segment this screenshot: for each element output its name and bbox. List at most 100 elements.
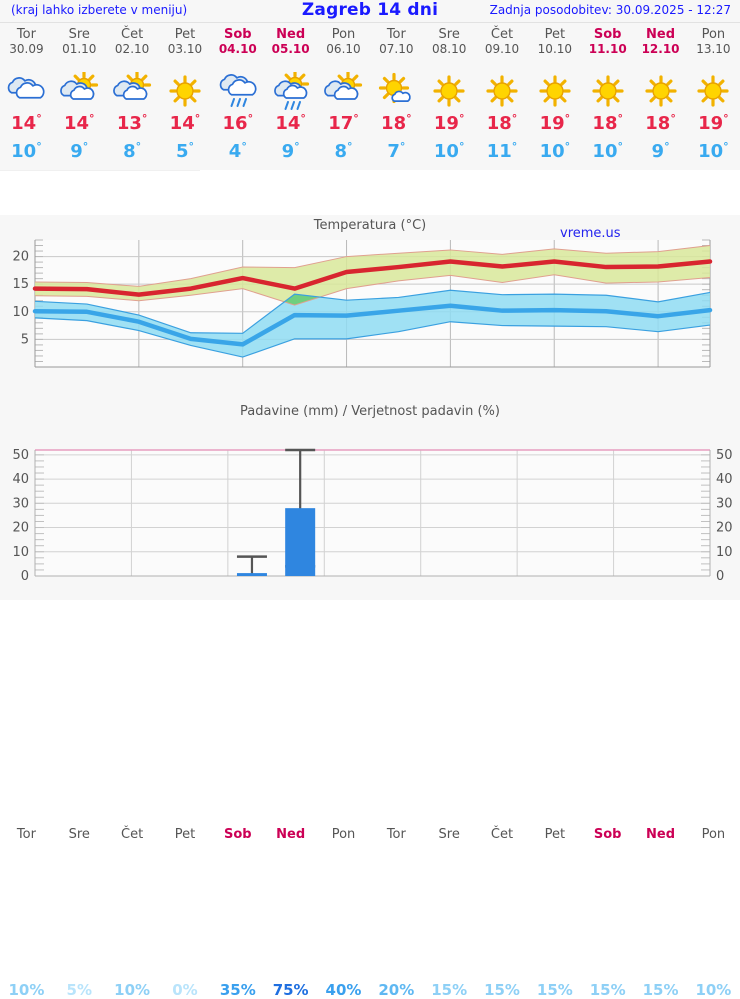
max-temperature-value: 19° (528, 112, 581, 134)
sunny-icon (634, 70, 687, 114)
day-name: Tor (16, 27, 36, 42)
day-header-cell: Pet 03.10 (159, 27, 212, 56)
max-temperature-value: 14° (0, 112, 53, 134)
min-temperature-value: 4° (211, 140, 264, 162)
day-date: 06.10 (326, 42, 361, 56)
max-temperature-row: 14° 14° 13° 14° 16° 14° 17° 18° 19° 18° 19° 18° 18° 1… (0, 112, 740, 134)
sunny-icon (581, 70, 634, 114)
svg-text:30: 30 (716, 496, 733, 511)
max-temperature-value: 19° (423, 112, 476, 134)
precipitation-day-label: Pon (701, 827, 726, 842)
day-header-cell: Tor 07.10 (370, 27, 423, 56)
precipitation-day-label: Tor (16, 827, 36, 842)
panel-gap (0, 170, 740, 215)
min-temperature-value: 9° (634, 140, 687, 162)
min-temperature-value: 7° (370, 140, 423, 162)
precipitation-day-label: Tor (386, 827, 406, 842)
min-temperature-value: 8° (317, 140, 370, 162)
precipitation-probability: 35% (219, 981, 256, 999)
max-temp-number: 19 (698, 113, 724, 134)
day-header-cell: Ned 05.10 (264, 27, 317, 56)
degree-symbol: ° (399, 140, 406, 153)
day-header-cell: Čet 09.10 (476, 27, 529, 56)
day-name: Čet (490, 27, 514, 42)
rain-cloudy-icon (211, 70, 264, 114)
max-temperature-value: 14° (159, 112, 212, 134)
degree-symbol: ° (36, 140, 42, 153)
day-name: Pet (174, 27, 196, 42)
location-hint: (kraj lahko izberete v meniju) (11, 3, 188, 17)
max-temp-number: 14 (63, 113, 90, 134)
sunny-icon (687, 70, 740, 114)
precipitation-probability: 5% (66, 981, 92, 999)
day-header-cell: Pet 10.10 (528, 27, 581, 56)
svg-text:15: 15 (12, 277, 29, 292)
min-temp-number: 10 (539, 141, 565, 162)
day-name: Ned (276, 27, 306, 42)
precipitation-day-label: Čet (121, 827, 144, 842)
max-temperature-value: 18° (581, 112, 634, 134)
max-temp-number: 13 (116, 113, 142, 134)
precipitation-probability: 15% (589, 981, 626, 999)
degree-symbol: ° (723, 140, 729, 153)
day-name: Pet (544, 27, 566, 42)
svg-text:0: 0 (21, 569, 29, 584)
degree-symbol: ° (617, 112, 623, 125)
day-date: 10.10 (537, 42, 573, 56)
svg-text:40: 40 (12, 472, 29, 487)
day-name: Tor (386, 27, 406, 42)
day-date: 08.10 (431, 42, 467, 56)
degree-symbol: ° (617, 140, 623, 153)
precipitation-day-label: Čet (490, 827, 514, 842)
day-header-cell: Ned 12.10 (634, 27, 687, 56)
min-temp-number: 7 (387, 141, 400, 162)
degree-symbol: ° (82, 140, 89, 153)
day-date: 13.10 (696, 42, 731, 56)
sunny-icon (423, 70, 476, 114)
min-temp-number: 10 (433, 141, 459, 162)
day-date: 05.10 (271, 42, 310, 56)
min-temp-number: 9 (281, 141, 295, 162)
min-temperature-value: 10° (423, 140, 476, 162)
day-date: 30.09 (9, 42, 44, 56)
max-temp-number: 19 (433, 113, 459, 134)
svg-text:5: 5 (21, 332, 29, 347)
max-temperature-value: 18° (476, 112, 529, 134)
sunny-icon (476, 70, 529, 114)
top-bar: (kraj lahko izberete v meniju) Zagreb 14… (0, 0, 740, 22)
precipitation-day-label: Pet (174, 827, 196, 842)
degree-symbol: ° (241, 140, 247, 153)
day-name: Ned (646, 27, 676, 42)
max-temperature-value: 16° (211, 112, 264, 134)
day-header-cell: Pon 13.10 (687, 27, 740, 56)
degree-symbol: ° (664, 140, 670, 153)
temperature-plot-svg: 5 10 15 20 vreme.us (12, 226, 713, 368)
precipitation-probability: 15% (536, 981, 573, 999)
precipitation-probability: 75% (272, 981, 309, 999)
svg-text:20: 20 (716, 521, 733, 536)
day-header-cell: Sre 01.10 (53, 27, 106, 56)
sun-small-cloud-icon (370, 70, 423, 114)
svg-text:30: 30 (12, 496, 29, 511)
day-header-cell: Čet 02.10 (106, 27, 159, 56)
gap-rule (0, 170, 200, 171)
max-temperature-value: 14° (53, 112, 106, 134)
max-temperature-value: 17° (317, 112, 370, 134)
max-temp-number: 18 (592, 113, 618, 134)
day-name: Pon (701, 27, 726, 42)
precipitation-probability: 10% (114, 981, 151, 999)
precipitation-probability: 40% (325, 981, 362, 999)
page-title: Zagreb 14 dni (301, 0, 439, 20)
min-temperature-value: 10° (528, 140, 581, 162)
svg-text:50: 50 (12, 448, 29, 463)
day-date: 12.10 (641, 42, 680, 56)
max-temp-number: 14 (169, 113, 195, 134)
precipitation-day-label: Sob (223, 827, 252, 842)
min-temp-number: 8 (334, 141, 347, 162)
max-temperature-value: 14° (264, 112, 317, 134)
max-temp-number: 18 (381, 113, 407, 134)
min-temp-number: 4 (228, 141, 242, 162)
degree-symbol: ° (406, 112, 412, 125)
degree-symbol: ° (247, 112, 254, 125)
day-header-cell: Sob 11.10 (581, 27, 634, 56)
